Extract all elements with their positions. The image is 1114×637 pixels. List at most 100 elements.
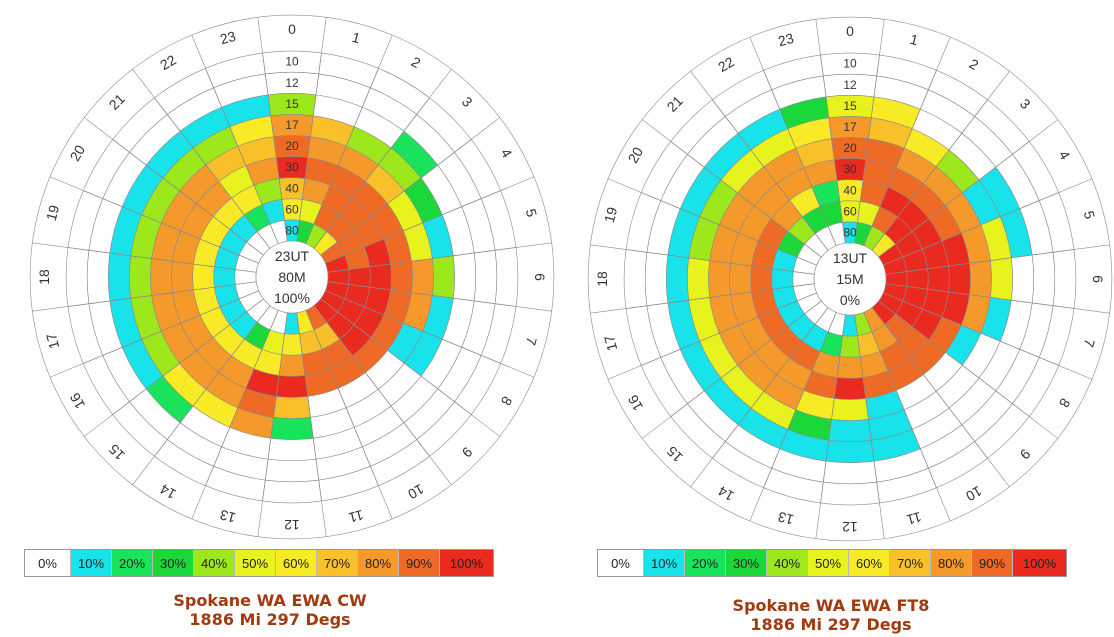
legend-swatch: 50% [235,550,276,576]
heatmap-cell [1031,251,1056,307]
legend-swatch: 40% [767,550,808,576]
heatmap-cell [431,255,455,299]
heatmap-cell [708,260,731,298]
hour-spoke [257,17,288,242]
hour-spoke [815,19,846,244]
heatmap-cell [65,247,90,307]
hour-label: 13 [218,507,237,527]
band-label: 30 [843,162,857,176]
heatmap-cell [262,479,322,504]
legend-swatch: 10% [71,550,112,576]
hour-label: 3 [459,93,476,110]
hour-label: 2 [409,53,424,71]
hour-spoke [49,290,259,378]
hour-label: 21 [106,90,128,112]
hour-spoke [878,300,1058,439]
heatmap-cell [948,262,971,296]
hour-spoke [305,310,393,520]
heatmap-cell [833,377,867,400]
hour-label: 9 [1017,446,1034,463]
heatmap-cell [989,257,1013,301]
legend-swatch: 20% [685,550,726,576]
hour-label: 5 [1081,209,1099,221]
hour-label: 0 [846,23,854,39]
hour-spoke [590,244,815,275]
heatmap-cell [264,458,320,483]
polar-heatmap-ft8: 0 123456789101112131415161718192021222310… [587,16,1113,542]
chart-caption-cw: Spokane WA EWA CW 1886 Mi 297 Degs [70,591,470,629]
legend-swatch: 60% [276,550,317,576]
heatmap-cell [192,263,215,291]
hour-spoke [854,19,885,244]
center-readout: 13UT [833,250,868,266]
hour-label: 17 [601,333,621,352]
hour-label: 20 [624,144,646,166]
legend-swatch: 90% [399,550,440,576]
heatmap-cell [831,398,869,421]
heatmap-cell [825,439,875,463]
center-readout: 0% [840,292,860,308]
chart-subtitle: 1886 Mi 297 Degs [189,610,351,629]
hour-label: 15 [105,441,127,463]
legend-swatch: 70% [317,550,358,576]
color-legend-ft8: 0% 10% 20% 30% 40% 50% 60% 70% 80% 90% 100% [597,549,1067,577]
legend-swatch: 30% [726,550,767,576]
legend-swatch: 20% [112,550,153,576]
hour-spoke [320,298,500,437]
hour-label: 10 [405,481,427,503]
heatmap-cell [828,418,872,442]
hour-spoke [32,242,257,273]
heatmap-cell [108,252,132,302]
hour-label: 14 [715,483,737,505]
heatmap-cell [750,265,773,293]
band-label: 10 [285,55,299,69]
legend-swatch: 80% [358,550,399,576]
hour-spoke [313,69,452,249]
heatmap-cell [1010,254,1034,304]
hour-spoke [642,300,822,439]
band-label: 80 [285,223,299,237]
color-legend-cw: 0% 10% 20% 30% 40% 50% 60% 70% 80% 90% 100% [24,549,494,577]
hour-spoke [305,34,393,244]
hour-spoke [642,119,822,258]
heatmap-cell [729,262,752,296]
hour-spoke [327,281,552,312]
hour-label: 10 [963,483,985,505]
hour-spoke [690,307,829,487]
legend-swatch: 90% [972,550,1013,576]
legend-swatch: 100% [1013,550,1066,576]
hour-spoke [32,281,257,312]
hour-label: 16 [624,392,646,414]
heatmap-cell [150,258,173,296]
band-label: 20 [285,139,299,153]
hour-label: 23 [776,30,795,50]
hour-label: 2 [967,55,982,73]
hour-spoke [84,298,264,437]
hour-spoke [871,71,1010,251]
hour-spoke [132,69,271,249]
hour-label: 19 [601,205,621,224]
legend-swatch: 50% [808,550,849,576]
band-label: 30 [285,160,299,174]
hour-label: 15 [663,443,685,465]
hour-label: 1 [350,29,362,47]
heatmap-cell [390,260,413,294]
heatmap-cell [836,356,864,379]
band-label: 10 [843,57,857,71]
outer-ring [587,16,1113,542]
hour-label: 3 [1017,95,1034,112]
legend-swatch: 70% [890,550,931,576]
hour-spoke [749,36,837,246]
hour-label: 19 [43,203,63,222]
hour-label: 21 [664,92,686,114]
hour-label: 4 [1056,148,1074,163]
legend-swatch: 100% [440,550,493,576]
hour-label: 5 [523,207,541,219]
hour-label: 0 [288,21,296,37]
chart-panel-ft8: 0 1 2 3 4 5 6 7 8 9 10 11 12 13 14 15 16 17 18 19 20 21 22 23 10… [557,0,1114,637]
heatmap-cell [666,254,690,304]
hour-spoke [815,314,846,539]
heatmap-cell [213,266,236,288]
hour-spoke [871,307,1010,487]
hour-spoke [325,176,535,264]
